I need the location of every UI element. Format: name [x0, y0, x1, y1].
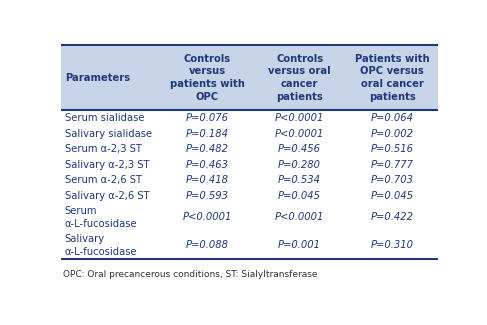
- Text: P<0.0001: P<0.0001: [275, 113, 324, 123]
- Text: Salivary α-2,3 ST: Salivary α-2,3 ST: [65, 160, 149, 170]
- Bar: [61, 45, 438, 110]
- Text: P=0.456: P=0.456: [278, 144, 321, 154]
- Text: P=0.593: P=0.593: [186, 191, 228, 201]
- Text: P<0.0001: P<0.0001: [183, 212, 232, 222]
- Text: P=0.703: P=0.703: [371, 175, 413, 185]
- Text: Controls
versus oral
cancer
patients: Controls versus oral cancer patients: [268, 54, 331, 102]
- Text: Serum α-2,3 ST: Serum α-2,3 ST: [65, 144, 142, 154]
- Text: P=0.001: P=0.001: [278, 240, 321, 250]
- Text: Controls
versus
patients with
OPC: Controls versus patients with OPC: [169, 54, 244, 102]
- Text: Salivary α-2,6 ST: Salivary α-2,6 ST: [65, 191, 150, 201]
- Text: P=0.482: P=0.482: [186, 144, 228, 154]
- Text: Salivary
α-L-fucosidase: Salivary α-L-fucosidase: [65, 234, 137, 257]
- Text: P=0.777: P=0.777: [371, 160, 413, 170]
- Text: P<0.0001: P<0.0001: [275, 212, 324, 222]
- Text: Patients with
OPC versus
oral cancer
patients: Patients with OPC versus oral cancer pat…: [355, 54, 430, 102]
- Text: P<0.0001: P<0.0001: [275, 129, 324, 139]
- Text: Serum
α-L-fucosidase: Serum α-L-fucosidase: [65, 206, 137, 229]
- Text: P=0.045: P=0.045: [371, 191, 413, 201]
- Text: P=0.418: P=0.418: [186, 175, 228, 185]
- Text: OPC: Oral precancerous conditions, ST: Sialyltransferase: OPC: Oral precancerous conditions, ST: S…: [63, 270, 317, 279]
- Text: P=0.534: P=0.534: [278, 175, 321, 185]
- Text: Serum sialidase: Serum sialidase: [65, 113, 144, 123]
- Text: Salivary sialidase: Salivary sialidase: [65, 129, 152, 139]
- Text: P=0.076: P=0.076: [186, 113, 228, 123]
- Text: Parameters: Parameters: [65, 73, 130, 83]
- Text: P=0.422: P=0.422: [371, 212, 413, 222]
- Text: P=0.280: P=0.280: [278, 160, 321, 170]
- Text: P=0.064: P=0.064: [371, 113, 413, 123]
- Text: P=0.184: P=0.184: [186, 129, 228, 139]
- Text: P=0.516: P=0.516: [371, 144, 413, 154]
- Text: P=0.045: P=0.045: [278, 191, 321, 201]
- Text: P=0.463: P=0.463: [186, 160, 228, 170]
- Text: P=0.310: P=0.310: [371, 240, 413, 250]
- Text: P=0.002: P=0.002: [371, 129, 413, 139]
- Text: P=0.088: P=0.088: [186, 240, 228, 250]
- Text: Serum α-2,6 ST: Serum α-2,6 ST: [65, 175, 142, 185]
